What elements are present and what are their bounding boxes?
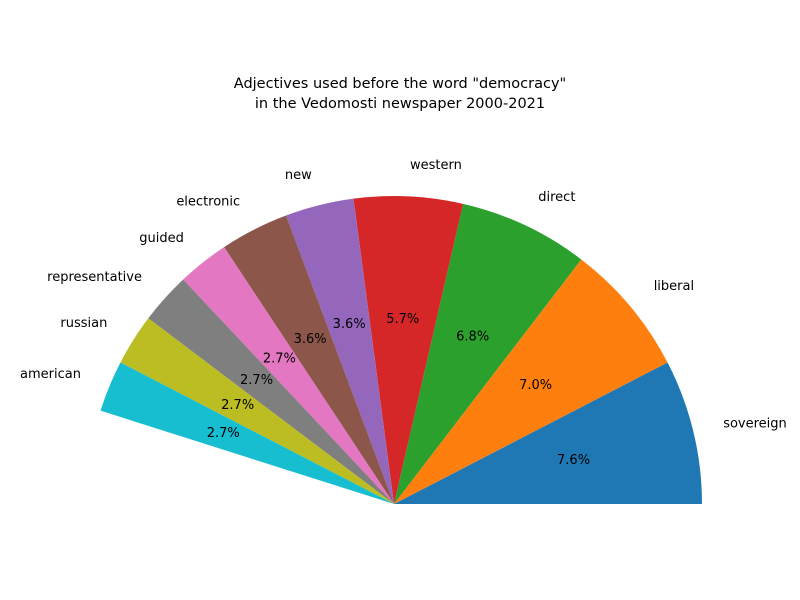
percent-label: 3.6% (294, 332, 327, 347)
category-label: liberal (654, 279, 694, 294)
pie-slice-direct (394, 203, 582, 505)
chart-title-line-2: in the Vedomosti newspaper 2000-2021 (254, 96, 546, 112)
percent-label: 2.7% (207, 426, 240, 441)
category-label: representative (47, 270, 142, 285)
category-labels: sovereign liberal direct western new electron… (20, 158, 787, 431)
pie-slice-guided (183, 247, 394, 505)
pie-slice-western (353, 196, 464, 505)
pie-slice-american (100, 362, 394, 504)
percent-label: 2.7% (240, 373, 273, 388)
category-label: western (410, 158, 462, 173)
category-label: electronic (176, 195, 240, 210)
category-label: direct (538, 190, 575, 205)
category-label: new (285, 168, 312, 183)
pie-slice-new (286, 198, 394, 504)
pie-slices (100, 196, 702, 505)
category-label: guided (139, 231, 184, 246)
percent-label: 2.7% (263, 352, 296, 367)
category-label: american (20, 367, 81, 382)
category-label: sovereign (723, 416, 787, 431)
percent-label: 7.0% (519, 378, 552, 393)
pie-slice-electronic (224, 215, 394, 504)
chart-title-line-1: Adjectives used before the word "democra… (233, 76, 567, 92)
pie-slice-liberal (394, 259, 668, 504)
percent-label: 6.8% (456, 329, 489, 344)
pie-slice-sovereign (394, 362, 702, 504)
pie-slice-representative (148, 279, 394, 504)
percent-label: 7.6% (557, 453, 590, 468)
percent-label: 3.6% (333, 317, 366, 332)
category-label: russian (60, 316, 107, 331)
percent-labels: 7.6% 7.0% 6.8% 5.7% 3.6% 3.6% 2.7% 2.7% 2.7% 2.7% (207, 312, 590, 468)
percent-label: 2.7% (221, 398, 254, 413)
pie-slice-russian (120, 318, 394, 504)
percent-label: 5.7% (386, 312, 419, 327)
